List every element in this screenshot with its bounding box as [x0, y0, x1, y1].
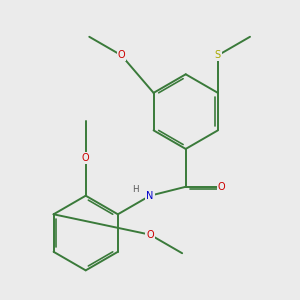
- Text: S: S: [215, 50, 221, 60]
- Text: O: O: [146, 230, 154, 240]
- Text: N: N: [146, 191, 154, 201]
- Text: N: N: [146, 191, 154, 201]
- Text: H: H: [132, 185, 138, 194]
- Text: O: O: [82, 153, 89, 163]
- Text: O: O: [218, 182, 225, 192]
- Text: O: O: [118, 50, 125, 60]
